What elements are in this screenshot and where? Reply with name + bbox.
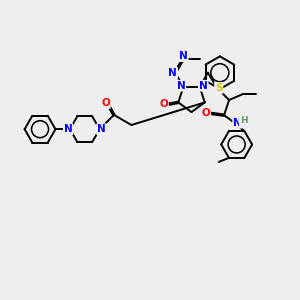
Text: N: N	[179, 51, 188, 61]
Text: N: N	[64, 124, 73, 134]
Text: H: H	[240, 116, 247, 125]
Text: N: N	[177, 81, 185, 91]
Text: O: O	[159, 99, 168, 110]
Text: N: N	[168, 68, 177, 78]
Text: O: O	[202, 108, 210, 118]
Text: S: S	[215, 83, 223, 93]
Text: O: O	[101, 98, 110, 108]
Text: N: N	[199, 81, 208, 91]
Text: N: N	[97, 124, 106, 134]
Text: N: N	[233, 118, 242, 128]
